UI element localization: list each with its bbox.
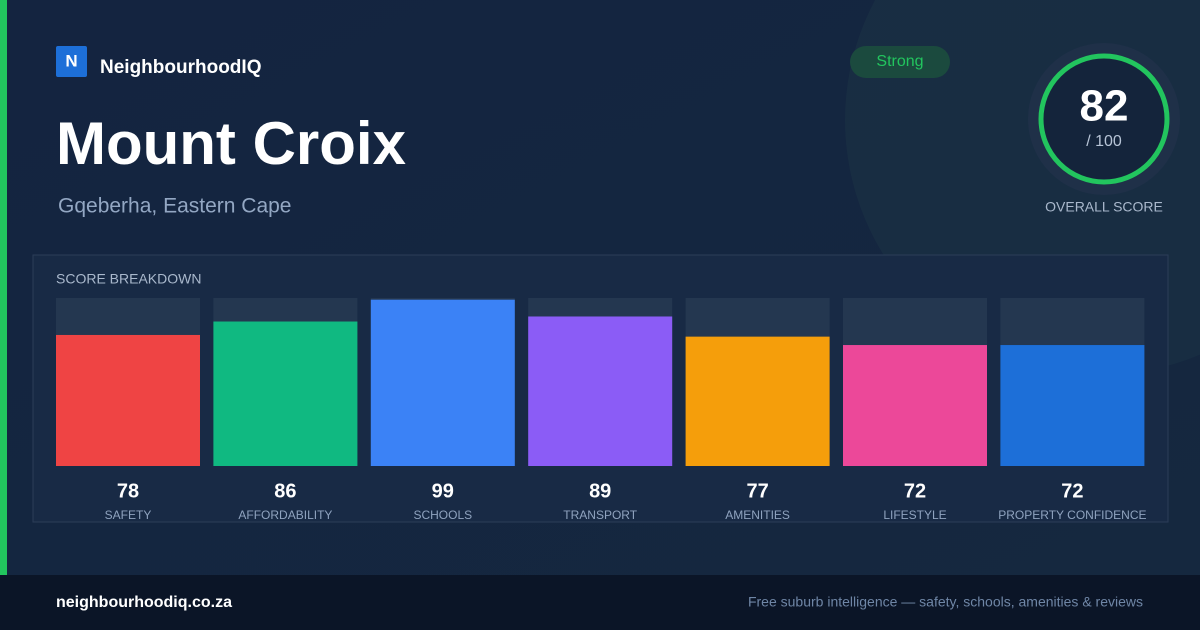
bars: 78 SAFETY 86 AFFORDABILITY 99 SCHOOLS 89 TRANSP… [56, 298, 1147, 522]
value-label: 78 [117, 480, 139, 502]
footer [0, 575, 1200, 630]
bar [56, 334, 200, 466]
category-label: TRANSPORT [563, 508, 637, 522]
brand-name: NeighbourhoodIQ [100, 57, 261, 78]
value-label: 72 [1061, 480, 1083, 502]
accent-stripe [0, 0, 7, 575]
category-label: SCHOOLS [413, 508, 472, 522]
category-label: SAFETY [105, 508, 152, 522]
value-label: 99 [432, 480, 454, 502]
overall-score: 82 [1080, 82, 1129, 131]
category-label: AMENITIES [725, 508, 790, 522]
location: Gqeberha, Eastern Cape [58, 195, 291, 218]
bar [528, 316, 673, 466]
chart-title: SCORE BREAKDOWN [56, 271, 201, 287]
category-label: LIFESTYLE [883, 508, 946, 522]
footer-url: neighbourhoodiq.co.za [56, 594, 232, 611]
bar [370, 299, 515, 466]
value-label: 72 [904, 480, 926, 502]
bar [843, 345, 987, 466]
bar [213, 321, 358, 466]
overall-label: OVERALL SCORE [1045, 199, 1163, 215]
value-label: 77 [746, 480, 768, 502]
value-label: 86 [274, 480, 296, 502]
overall-max: / 100 [1086, 133, 1122, 150]
value-label: 89 [589, 480, 611, 502]
bar [685, 336, 830, 466]
footer-tagline: Free suburb intelligence — safety, schoo… [748, 594, 1143, 610]
logo [56, 46, 87, 77]
bar [1000, 345, 1145, 466]
badge-text: Strong [876, 53, 923, 70]
suburb-title: Mount Croix [56, 110, 406, 177]
score-ring [1038, 53, 1170, 185]
logo-letter: N [65, 51, 77, 70]
category-label: AFFORDABILITY [238, 508, 332, 522]
category-label: PROPERTY CONFIDENCE [998, 508, 1146, 522]
badge [850, 46, 950, 78]
